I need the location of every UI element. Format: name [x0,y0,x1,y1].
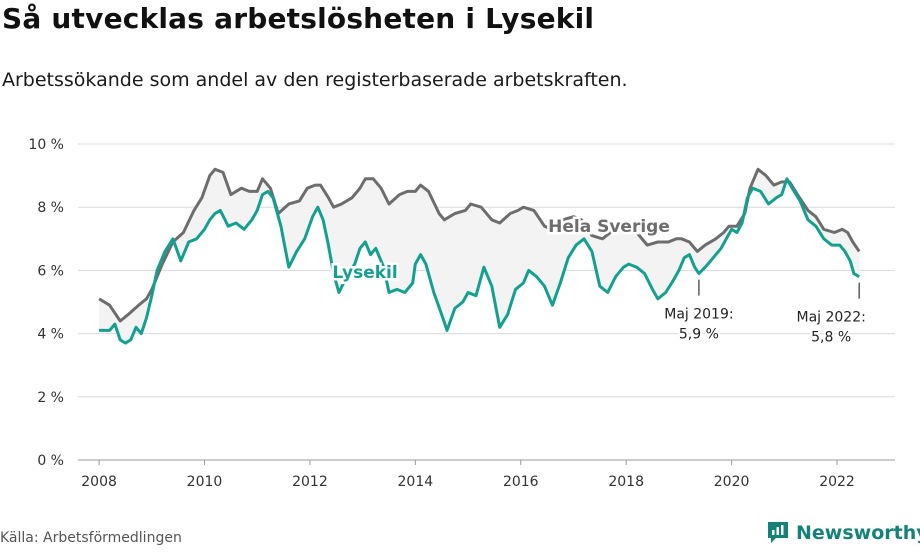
x-tick-label: 2020 [714,474,750,490]
x-tick-label: 2014 [398,474,434,490]
annotation-text: 5,8 % [811,330,851,346]
chart-title: Så utvecklas arbetslösheten i Lysekil [2,2,595,35]
series-line-lysekil [99,177,860,345]
x-tick-label: 2022 [819,474,855,490]
chart-subtitle: Arbetssökande som andel av den registerb… [2,69,628,91]
annotation-text: 5,9 % [679,327,719,343]
series-label-lysekil: Lysekil [332,263,397,283]
y-tick-label: 10 % [28,137,64,153]
y-tick-label: 2 % [37,390,64,406]
x-tick-label: 2018 [608,474,644,490]
x-tick-label: 2008 [81,474,117,490]
annotations: Maj 2019: 5,9 % Maj 2022: 5,8 % [662,279,868,348]
brand-name: Newsworthy [796,522,920,544]
y-axis: 0 % 2 % 4 % 6 % 8 % 10 % [28,137,64,469]
brand-logo: Newsworthy [766,518,920,548]
source-note: Källa: Arbetsförmedlingen [0,530,182,546]
x-tick-label: 2010 [187,474,223,490]
series-lines [98,167,861,345]
line-chart: 2008 2010 2012 2014 2016 2018 2020 2022 0 % 2 % 4… [28,137,895,490]
x-axis: 2008 2010 2012 2014 2016 2018 2020 2022 [81,460,855,490]
y-tick-label: 6 % [37,263,64,279]
x-tick-label: 2012 [292,474,328,490]
y-tick-label: 0 % [37,453,64,469]
brand-icon [768,522,788,543]
gap-area [99,169,860,344]
series-label-hela-sverige: Hela Sverige [548,217,670,237]
y-tick-label: 4 % [37,327,64,343]
annotation-text: Maj 2022: [796,310,865,326]
x-tick-label: 2016 [503,474,539,490]
annotation-text: Maj 2019: [664,307,733,323]
y-tick-label: 8 % [37,200,64,216]
series-labels: Hela Sverige Lysekil [330,215,673,286]
gap-fill [99,169,860,344]
